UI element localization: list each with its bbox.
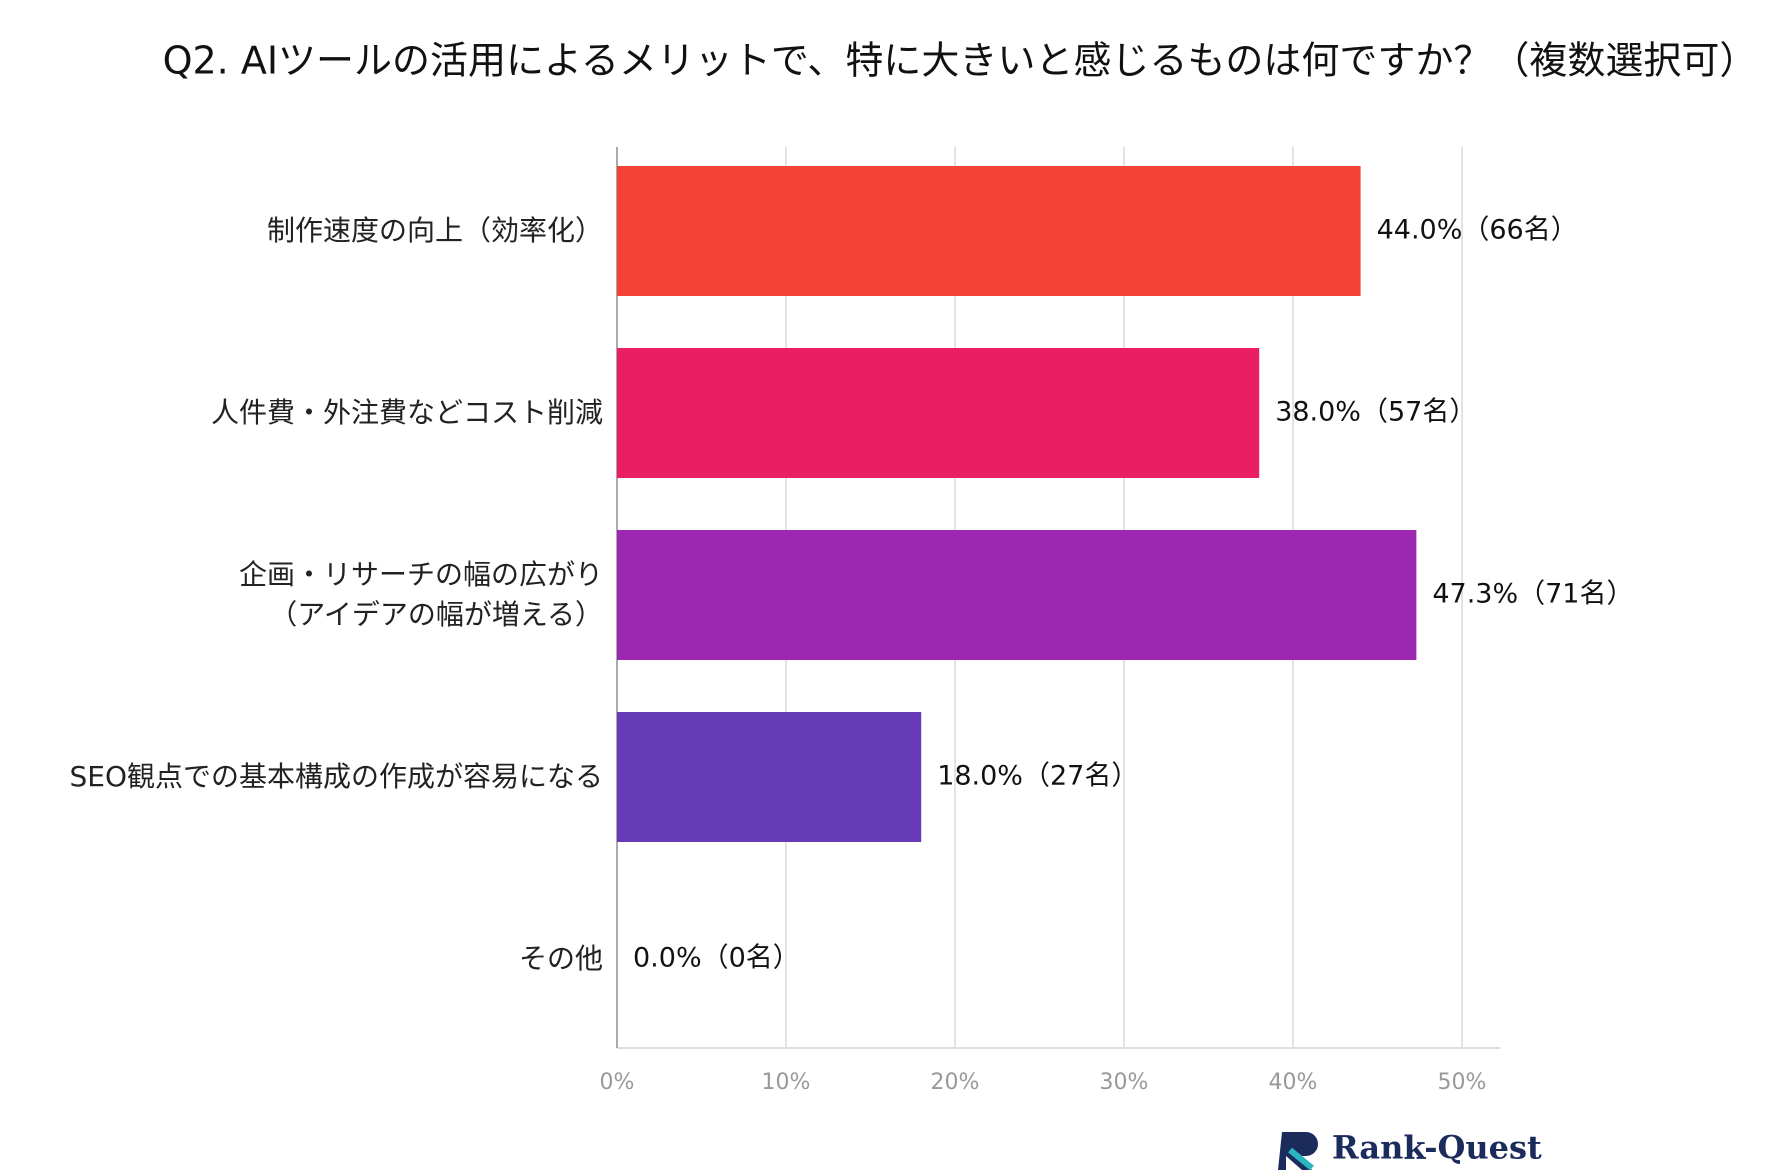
logo: Rank-Quest (1278, 1129, 1542, 1171)
logo-icon (1278, 1132, 1318, 1170)
data-label: 18.0%（27名） (937, 761, 1138, 792)
x-tick-label: 0% (600, 1070, 635, 1095)
chart-title: Q2. AIツールの活用によるメリットで、特に大きいと感じるものは何ですか？（複… (163, 39, 1758, 83)
logo-accent (1288, 1147, 1314, 1171)
bar (617, 530, 1417, 660)
category-label: 企画・リサーチの幅の広がり （アイデアの幅が増える） (238, 558, 603, 631)
bar (617, 712, 922, 842)
data-label: 0.0%（0名） (633, 943, 800, 974)
x-tick-label: 30% (1100, 1070, 1149, 1095)
x-tick-label: 20% (931, 1070, 980, 1095)
x-tick-label: 40% (1269, 1070, 1318, 1095)
bar (617, 348, 1260, 478)
category-label: 人件費・外注費などコスト削減 (210, 396, 603, 429)
category-label: 制作速度の向上（効率化） (266, 214, 603, 247)
data-label: 44.0%（66名） (1377, 215, 1578, 246)
data-label: 47.3%（71名） (1432, 579, 1633, 610)
data-label: 38.0%（57名） (1275, 397, 1476, 428)
bar (617, 166, 1361, 296)
x-tick-label: 10% (762, 1070, 811, 1095)
logo-text: Rank-Quest (1332, 1129, 1542, 1167)
category-label: その他 (518, 942, 603, 975)
x-tick-label: 50% (1438, 1070, 1487, 1095)
category-label: SEO観点での基本構成の作成が容易になる (69, 760, 603, 793)
